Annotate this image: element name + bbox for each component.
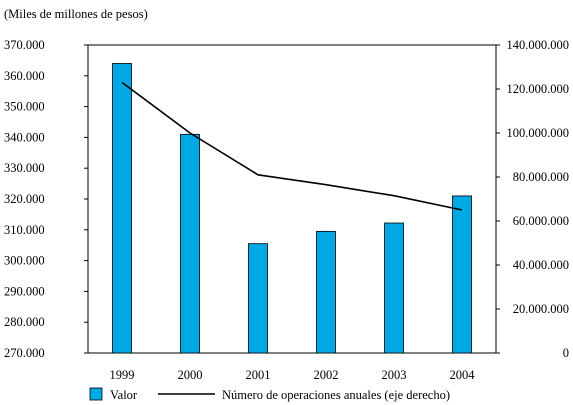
left-tick-label: 320.000 bbox=[4, 192, 45, 206]
unit-label: (Miles de millones de pesos) bbox=[4, 7, 148, 21]
x-tick-label: 2001 bbox=[246, 368, 271, 382]
right-tick-label: 120.000.000 bbox=[507, 82, 570, 96]
right-tick-label: 60.000.000 bbox=[513, 214, 569, 228]
bar bbox=[316, 230, 336, 354]
right-axis: 0 20.000.000 40.000.000 60.000.000 80.000.00… bbox=[496, 38, 569, 360]
x-tick-label: 2004 bbox=[450, 368, 476, 382]
left-tick-label: 360.000 bbox=[4, 69, 45, 83]
right-tick-label: 80.000.000 bbox=[513, 170, 569, 184]
left-axis: 270.000 280.000 290.000 300.000 310.000 320.0… bbox=[4, 38, 88, 360]
plot-frame bbox=[87, 44, 497, 354]
right-tick-label: 100.000.000 bbox=[507, 126, 570, 140]
left-tick-label: 350.000 bbox=[4, 100, 45, 114]
left-tick-label: 280.000 bbox=[4, 315, 45, 329]
line-series bbox=[121, 81, 463, 211]
left-tick-label: 330.000 bbox=[4, 161, 45, 175]
x-tick-label: 2002 bbox=[314, 368, 339, 382]
legend-label-valor: Valor bbox=[110, 388, 138, 402]
left-tick-label: 340.000 bbox=[4, 130, 45, 144]
left-tick-label: 290.000 bbox=[4, 284, 45, 298]
legend: Valor Número de operaciones anuales (eje… bbox=[89, 387, 450, 402]
left-tick-label: 370.000 bbox=[4, 38, 45, 52]
left-tick-label: 310.000 bbox=[4, 223, 45, 237]
bar bbox=[180, 133, 200, 354]
right-tick-label: 20.000.000 bbox=[513, 302, 569, 316]
right-tick-label: 140.000.000 bbox=[507, 38, 570, 52]
bar bbox=[248, 243, 268, 354]
right-tick-label: 0 bbox=[563, 346, 569, 360]
bar bbox=[384, 222, 404, 354]
left-tick-label: 300.000 bbox=[4, 254, 45, 268]
x-tick-label: 2003 bbox=[382, 368, 407, 382]
x-tick-label: 1999 bbox=[110, 368, 135, 382]
legend-swatch-valor bbox=[89, 387, 103, 401]
legend-label-operaciones: Número de operaciones anuales (eje derec… bbox=[222, 388, 450, 402]
left-tick-label: 270.000 bbox=[4, 346, 45, 360]
x-tick-label: 2000 bbox=[178, 368, 203, 382]
x-axis: 1999 2000 2001 2002 2003 2004 bbox=[110, 368, 476, 382]
bar bbox=[452, 195, 472, 354]
bar bbox=[112, 63, 132, 354]
right-tick-label: 40.000.000 bbox=[513, 258, 569, 272]
bar-series bbox=[112, 63, 472, 354]
